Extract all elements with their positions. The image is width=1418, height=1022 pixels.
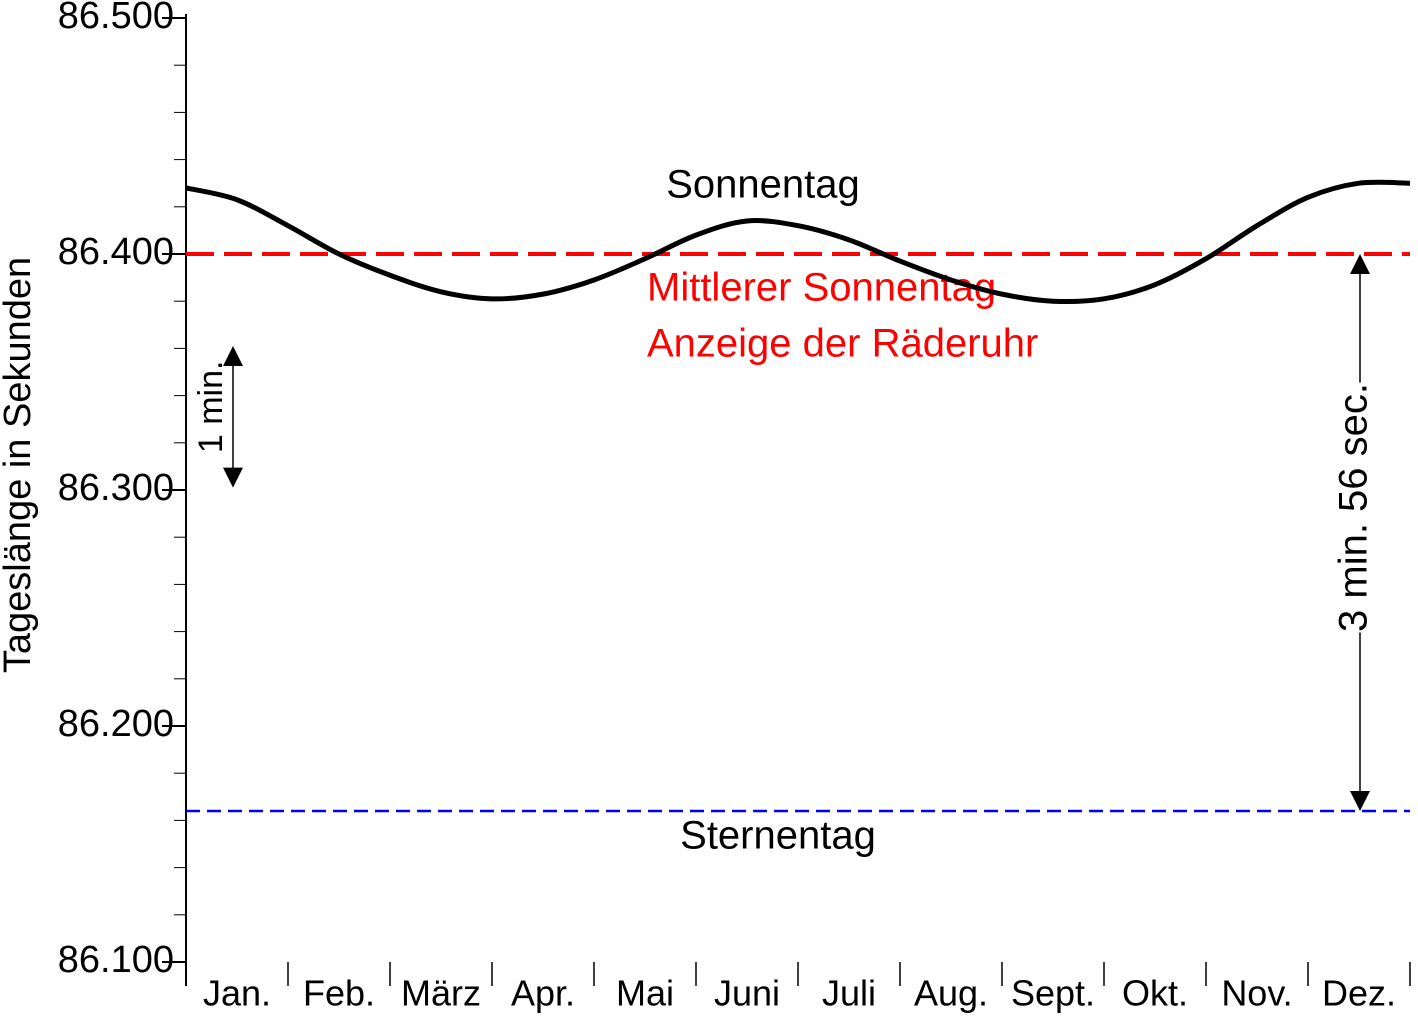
x-tick-label: Sept. bbox=[1011, 973, 1095, 1014]
x-tick-label: Aug. bbox=[914, 973, 988, 1014]
y-tick-label: 86.100 bbox=[58, 939, 174, 981]
arrow-label: 1 min. bbox=[192, 361, 230, 454]
x-tick-label: Feb. bbox=[303, 973, 375, 1014]
label-background bbox=[1335, 382, 1385, 633]
x-tick-label: Juni bbox=[714, 973, 780, 1014]
arrow-head bbox=[223, 346, 243, 367]
x-tick-label: März bbox=[401, 973, 481, 1014]
x-tick-label: Okt. bbox=[1122, 973, 1188, 1014]
y-tick-label: 86.300 bbox=[58, 467, 174, 509]
series-line bbox=[185, 179, 1411, 305]
series-label: Sonnentag bbox=[666, 163, 860, 207]
arrow-head bbox=[223, 467, 243, 488]
x-tick-label: Juli bbox=[822, 973, 876, 1014]
y-tick-label: 86.200 bbox=[58, 703, 174, 745]
x-tick-label: Apr. bbox=[511, 973, 575, 1014]
arrow-head bbox=[1350, 790, 1370, 811]
x-tick-label: Jan. bbox=[203, 973, 271, 1014]
y-axis-label: Tageslänge in Sekunden bbox=[0, 257, 39, 673]
x-tick-label: Mai bbox=[616, 973, 674, 1014]
x-tick-label: Nov. bbox=[1221, 973, 1292, 1014]
reference-label: Mittlerer Sonnentag bbox=[647, 266, 996, 310]
y-tick-label: 86.400 bbox=[58, 231, 174, 273]
reference-label: Sternentag bbox=[680, 814, 876, 858]
reference-label: Anzeige der Räderuhr bbox=[647, 322, 1038, 366]
x-tick-label: Dez. bbox=[1322, 973, 1396, 1014]
arrow-head bbox=[1350, 254, 1370, 274]
y-tick-label: 86.500 bbox=[58, 0, 174, 37]
arrow-label: 3 min. 56 sec. bbox=[1332, 383, 1376, 632]
